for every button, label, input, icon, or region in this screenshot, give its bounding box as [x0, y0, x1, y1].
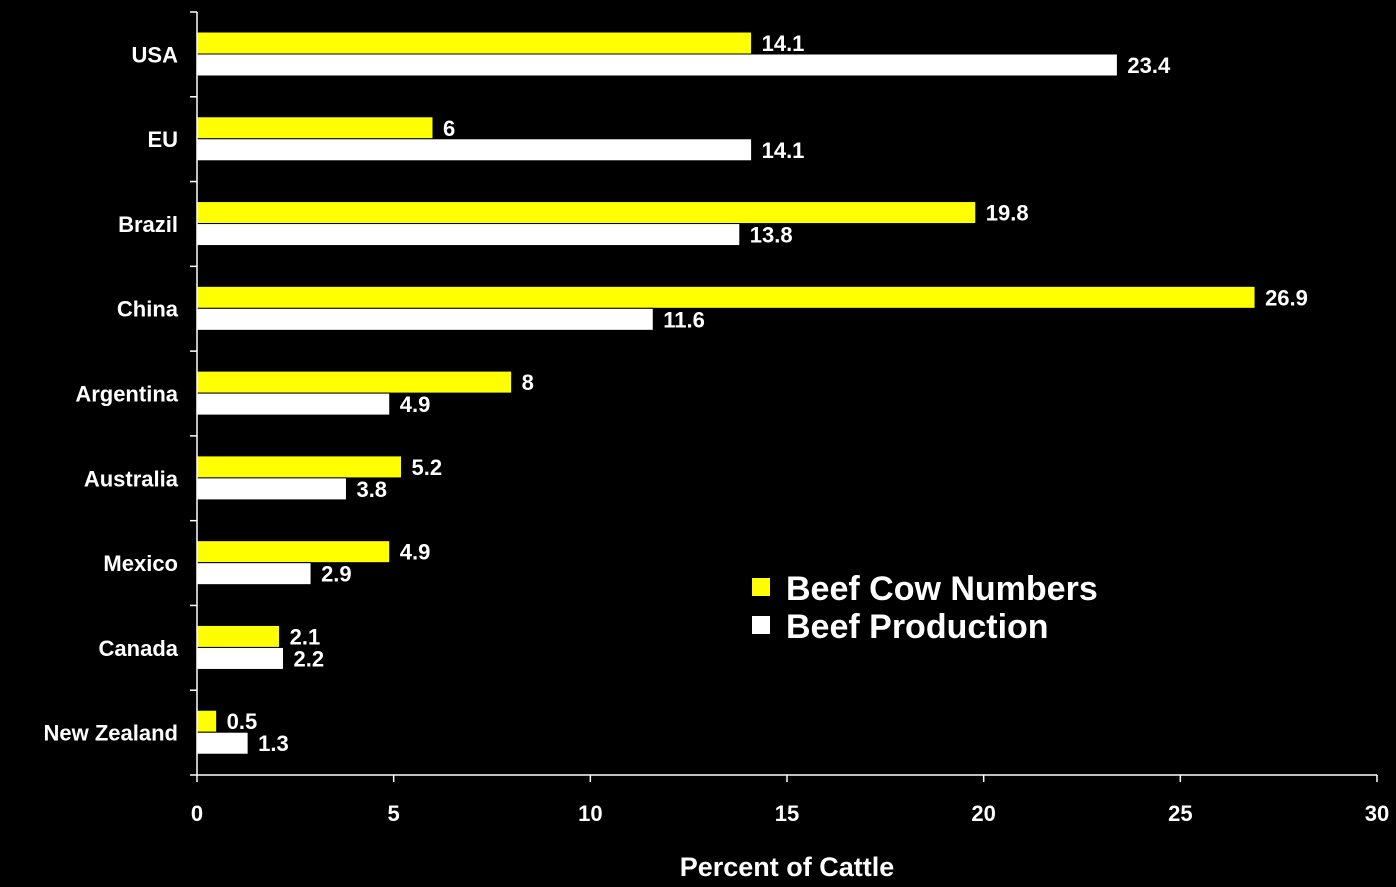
x-tick-label: 15: [775, 801, 799, 826]
legend-label: Beef Cow Numbers: [786, 570, 1098, 608]
bar-beef-production-usa: [196, 53, 1118, 77]
category-label: Australia: [84, 466, 179, 491]
bars-layer: [196, 31, 1256, 755]
category-label: Brazil: [118, 212, 178, 237]
bar-beef-production-argentina: [196, 392, 391, 416]
bar-beef-production-brazil: [196, 223, 741, 247]
legend-swatch: [752, 578, 770, 596]
x-tick-label: 25: [1168, 801, 1192, 826]
data-label: 26.9: [1265, 285, 1308, 310]
data-label: 1.3: [258, 731, 289, 756]
bar-beef-production-canada: [196, 646, 285, 670]
bar-beef-cow-numbers-mexico: [196, 540, 391, 564]
data-label: 5.2: [412, 455, 443, 480]
data-label: 4.9: [400, 392, 431, 417]
x-tick-label: 0: [191, 801, 203, 826]
bar-beef-cow-numbers-canada: [196, 624, 281, 648]
data-label: 2.2: [294, 646, 325, 671]
labels-layer: 14.1 23.4 USA 6 14.1 EU 19.8 13.8 Brazil 26.9 11.6…: [44, 31, 1390, 826]
category-label: Canada: [99, 636, 179, 661]
x-tick-label: 5: [388, 801, 400, 826]
bar-beef-cow-numbers-usa: [196, 31, 753, 55]
bar-beef-cow-numbers-brazil: [196, 201, 977, 225]
data-label: 3.8: [356, 477, 387, 502]
category-label: Mexico: [103, 551, 178, 576]
x-tick-label: 20: [971, 801, 995, 826]
category-label: EU: [147, 127, 178, 152]
bar-beef-cow-numbers-eu: [196, 116, 434, 140]
bar-beef-production-mexico: [196, 562, 312, 586]
data-label: 11.6: [663, 307, 705, 332]
ticks-layer: [190, 11, 1378, 782]
bar-beef-cow-numbers-china: [196, 285, 1256, 309]
data-label: 14.1: [762, 138, 805, 163]
category-label: USA: [132, 42, 179, 67]
x-tick-label: 30: [1365, 801, 1389, 826]
bar-beef-cow-numbers-argentina: [196, 370, 513, 394]
x-axis-title: Percent of Cattle: [680, 852, 895, 882]
data-label: 2.9: [321, 562, 352, 587]
category-label: New Zealand: [44, 721, 178, 746]
bar-beef-production-eu: [196, 138, 753, 162]
category-label: Argentina: [75, 382, 178, 407]
x-tick-label: 10: [578, 801, 602, 826]
data-label: 0.5: [227, 709, 258, 734]
data-label: 4.9: [400, 540, 431, 565]
data-label: 13.8: [750, 223, 793, 248]
data-label: 19.8: [986, 201, 1029, 226]
bar-beef-production-new-zealand: [196, 731, 249, 755]
bar-beef-production-china: [196, 307, 654, 331]
data-label: 2.1: [290, 624, 321, 649]
legend-swatch: [752, 616, 770, 634]
bar-beef-cow-numbers-australia: [196, 455, 403, 479]
legend-label: Beef Production: [786, 608, 1049, 646]
bar-beef-cow-numbers-new-zealand: [196, 709, 218, 733]
data-label: 6: [443, 116, 455, 141]
data-label: 8: [522, 370, 534, 395]
category-label: China: [117, 297, 179, 322]
bar-beef-production-australia: [196, 477, 347, 501]
data-label: 14.1: [762, 31, 805, 56]
data-label: 23.4: [1127, 53, 1171, 78]
